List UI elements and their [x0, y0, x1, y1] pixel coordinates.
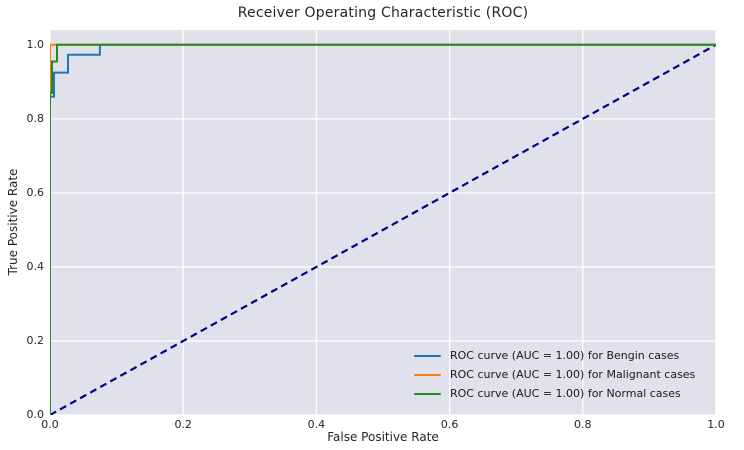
y-tick-label: 0.0	[26, 408, 45, 421]
legend: ROC curve (AUC = 1.00) for Bengin cases R…	[414, 346, 695, 403]
x-tick-label: 1.0	[707, 418, 725, 431]
legend-row: ROC curve (AUC = 1.00) for Bengin cases	[414, 346, 695, 365]
legend-label: ROC curve (AUC = 1.00) for Normal cases	[450, 387, 681, 400]
chance-diagonal-line	[50, 43, 716, 415]
y-tick-label: 0.6	[26, 185, 45, 199]
y-tick-label: 0.2	[26, 333, 45, 347]
series-lines	[50, 43, 716, 415]
y-tick-label: 0.4	[26, 259, 45, 273]
y-tick-label: 0.8	[26, 111, 45, 125]
roc-plot-svg	[50, 30, 716, 415]
plot-area	[50, 30, 716, 415]
x-tick-label: 0.2	[174, 418, 192, 431]
legend-line-swatch	[414, 354, 441, 357]
legend-line-swatch	[414, 373, 441, 376]
roc-curve-line	[50, 43, 716, 415]
legend-row: ROC curve (AUC = 1.00) for Normal cases	[414, 384, 695, 403]
y-tick-label: 1.0	[26, 37, 45, 51]
chart-title: Receiver Operating Characteristic (ROC)	[237, 5, 529, 21]
y-axis-label: True Positive Rate	[6, 168, 20, 276]
x-axis-label: False Positive Rate	[327, 430, 439, 444]
legend-line-swatch	[414, 392, 441, 395]
legend-row: ROC curve (AUC = 1.00) for Malignant cas…	[414, 365, 695, 384]
x-tick-label: 0.4	[307, 418, 326, 431]
roc-curve-line	[50, 43, 716, 415]
x-tick-label: 0.0	[41, 418, 59, 431]
x-tick-label: 0.8	[574, 418, 592, 431]
x-tick-label: 0.6	[440, 418, 459, 431]
legend-label: ROC curve (AUC = 1.00) for Bengin cases	[450, 349, 680, 362]
legend-label: ROC curve (AUC = 1.00) for Malignant cas…	[450, 368, 696, 381]
